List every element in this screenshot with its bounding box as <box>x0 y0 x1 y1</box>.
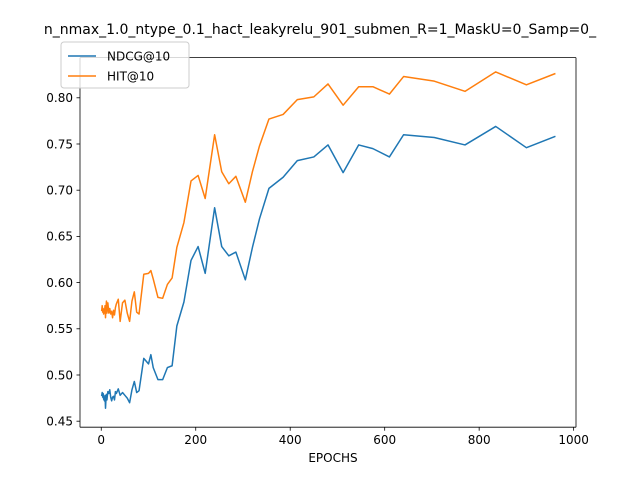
legend-entry-label: HIT@10 <box>107 69 154 83</box>
chart-title: n_nmax_1.0_ntype_0.1_hact_leakyrelu_901_… <box>44 22 597 38</box>
axes-frame <box>79 57 577 428</box>
y-tick-label: 0.75 <box>46 137 73 151</box>
x-tick-label: 400 <box>279 433 302 447</box>
y-tick-label: 0.70 <box>46 183 73 197</box>
x-axis-label: EPOCHS <box>308 451 357 465</box>
series-line-ndcg <box>100 125 556 410</box>
y-tick-label: 0.50 <box>46 368 73 382</box>
x-tick-label: 0 <box>97 433 105 447</box>
x-tick-label: 1000 <box>558 433 589 447</box>
y-tick-label: 0.55 <box>46 322 73 336</box>
y-tick-label: 0.65 <box>46 230 73 244</box>
series-layer <box>100 71 556 410</box>
y-tick-label: 0.45 <box>46 414 73 428</box>
y-tick-label: 0.60 <box>46 276 73 290</box>
legend: NDCG@10 HIT@10 <box>60 41 190 89</box>
y-tick-label: 0.80 <box>46 91 73 105</box>
x-tick-label: 800 <box>468 433 491 447</box>
x-axis-ticks: 0 200 400 600 800 1000 <box>97 427 589 447</box>
x-tick-label: 200 <box>184 433 207 447</box>
y-axis-ticks: 0.45 0.50 0.55 0.60 0.65 0.70 0.75 0.80 <box>46 91 80 428</box>
x-tick-label: 600 <box>373 433 396 447</box>
plot-area <box>80 57 576 428</box>
legend-entry-label: NDCG@10 <box>107 49 170 63</box>
series-line-hit <box>100 71 556 323</box>
plot-frame <box>80 57 576 428</box>
